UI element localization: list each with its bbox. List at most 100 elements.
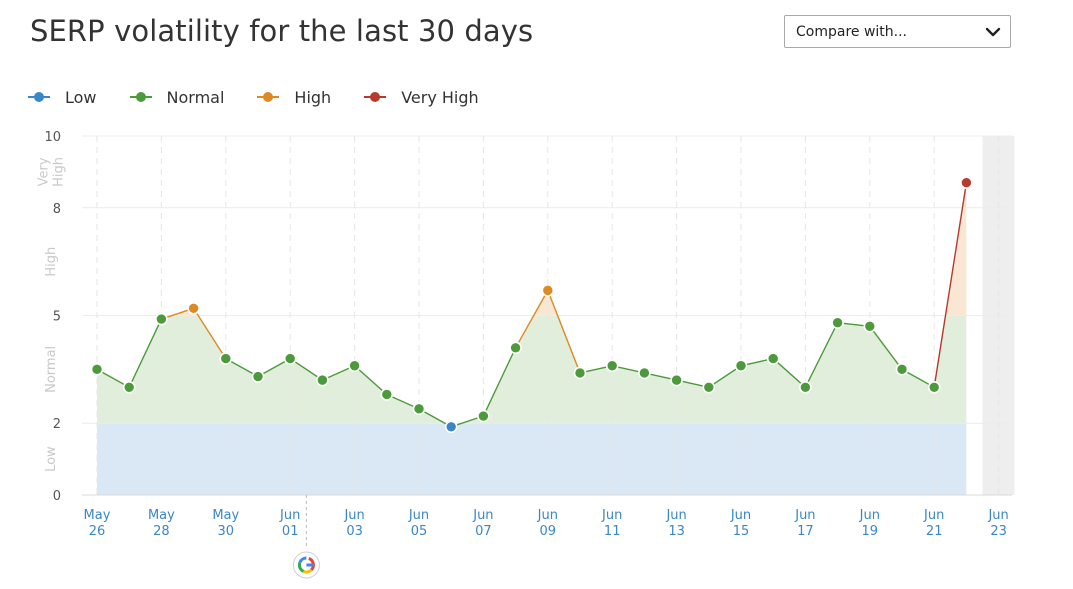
x-tick-label-top: Jun — [472, 508, 493, 523]
x-tick-label-bottom: 11 — [604, 524, 621, 539]
data-point — [766, 352, 780, 365]
band-label-high: High — [44, 247, 59, 277]
y-tick-label: 0 — [53, 489, 61, 504]
x-tick-label-top: May — [148, 508, 175, 523]
band-label-normal: Normal — [44, 346, 59, 393]
x-tick-label-bottom: 17 — [797, 524, 814, 539]
legend-item-low[interactable]: Low — [28, 88, 97, 107]
series-segment — [804, 322, 839, 388]
x-tick-label-top: Jun — [730, 508, 751, 523]
x-tick-label-bottom: 19 — [862, 524, 879, 539]
x-tick-label-top: Jun — [537, 508, 558, 523]
data-point — [863, 319, 877, 333]
x-tick-label-bottom: 28 — [153, 524, 170, 539]
series-segment — [708, 365, 742, 388]
chevron-down-icon — [985, 27, 1001, 37]
legend-item-high[interactable]: High — [257, 88, 331, 107]
band-label-word: Very — [37, 157, 52, 186]
data-point — [477, 409, 490, 423]
y-tick-label: 8 — [53, 202, 61, 217]
data-point — [90, 363, 104, 376]
y-tick-label: 10 — [44, 130, 61, 145]
data-point — [380, 388, 394, 401]
legend-swatch-very-high — [364, 92, 387, 102]
data-point — [219, 352, 233, 365]
data-point — [509, 341, 522, 355]
band-label-very-high: Very High — [37, 157, 67, 187]
chart-legend: Low Normal High Very High — [28, 86, 512, 108]
data-point — [541, 284, 555, 297]
data-point — [155, 312, 168, 326]
x-tick-label-bottom: 01 — [282, 524, 299, 539]
data-point — [927, 380, 941, 394]
series-segment — [193, 307, 227, 359]
google-update-icon[interactable] — [292, 551, 320, 579]
y-tick-label: 5 — [53, 310, 61, 325]
x-tick-label-bottom: 09 — [540, 524, 557, 539]
data-point — [960, 176, 973, 189]
x-tick-label-top: May — [84, 508, 111, 523]
data-point — [831, 316, 844, 329]
legend-swatch-high — [257, 92, 280, 102]
series-segment — [128, 318, 163, 388]
x-tick-label-top: Jun — [408, 508, 429, 523]
data-point — [187, 302, 200, 315]
data-point — [122, 380, 136, 394]
x-tick-label-top: May — [212, 508, 239, 523]
data-point — [702, 380, 716, 394]
series-segment — [354, 365, 388, 396]
band-normal — [97, 315, 967, 424]
series-segment — [869, 325, 903, 370]
series-segment — [933, 182, 968, 388]
x-tick-label-bottom: 03 — [346, 524, 363, 539]
data-point — [573, 366, 587, 380]
x-tick-label-top: Jun — [987, 508, 1008, 523]
x-tick-label-bottom: 21 — [926, 524, 943, 539]
series-segment — [772, 358, 806, 388]
band-label-low: Low — [44, 446, 59, 472]
series-segment — [289, 357, 323, 381]
data-point — [444, 420, 458, 434]
legend-swatch-normal — [129, 92, 152, 102]
x-tick-label-bottom: 23 — [990, 524, 1007, 539]
x-tick-label-bottom: 13 — [668, 524, 685, 539]
legend-label-normal: Normal — [166, 87, 225, 107]
x-tick-label-top: Jun — [279, 508, 300, 523]
x-tick-label-top: Jun — [343, 508, 364, 523]
data-point — [283, 352, 297, 365]
data-point — [605, 359, 619, 373]
x-tick-label-bottom: 05 — [411, 524, 428, 539]
data-point — [670, 373, 683, 387]
band-low — [97, 423, 967, 495]
data-point — [348, 359, 361, 373]
band-very-high — [97, 182, 967, 208]
x-tick-label-bottom: 30 — [218, 524, 235, 539]
x-tick-label-top: Jun — [665, 508, 686, 523]
x-tick-label-bottom: 15 — [733, 524, 750, 539]
legend-label-very-high: Very High — [401, 87, 479, 107]
series-segment — [547, 290, 581, 374]
series-segment — [482, 347, 517, 417]
data-point — [316, 373, 329, 387]
band-label-word: High — [44, 247, 59, 277]
compare-with-dropdown[interactable]: Compare with... — [784, 15, 1011, 48]
x-tick-label-top: Jun — [859, 508, 880, 523]
data-point — [251, 370, 265, 383]
data-point — [734, 359, 748, 373]
x-tick-label-top: Jun — [794, 508, 815, 523]
band-label-word: High — [52, 157, 67, 187]
compare-with-label: Compare with... — [796, 24, 908, 40]
legend-label-high: High — [294, 87, 332, 107]
x-tick-label-top: Jun — [601, 508, 622, 523]
band-label-word: Normal — [44, 346, 59, 393]
legend-item-normal[interactable]: Normal — [129, 87, 225, 107]
page-title: SERP volatility for the last 30 days — [30, 14, 534, 48]
band-high — [97, 207, 967, 316]
legend-item-very-high[interactable]: Very High — [364, 87, 479, 107]
data-point — [799, 380, 812, 394]
x-tick-label-top: Jun — [923, 508, 944, 523]
y-tick-label: 2 — [53, 417, 61, 432]
series-segment — [514, 290, 549, 349]
legend-label-low: Low — [65, 87, 97, 107]
